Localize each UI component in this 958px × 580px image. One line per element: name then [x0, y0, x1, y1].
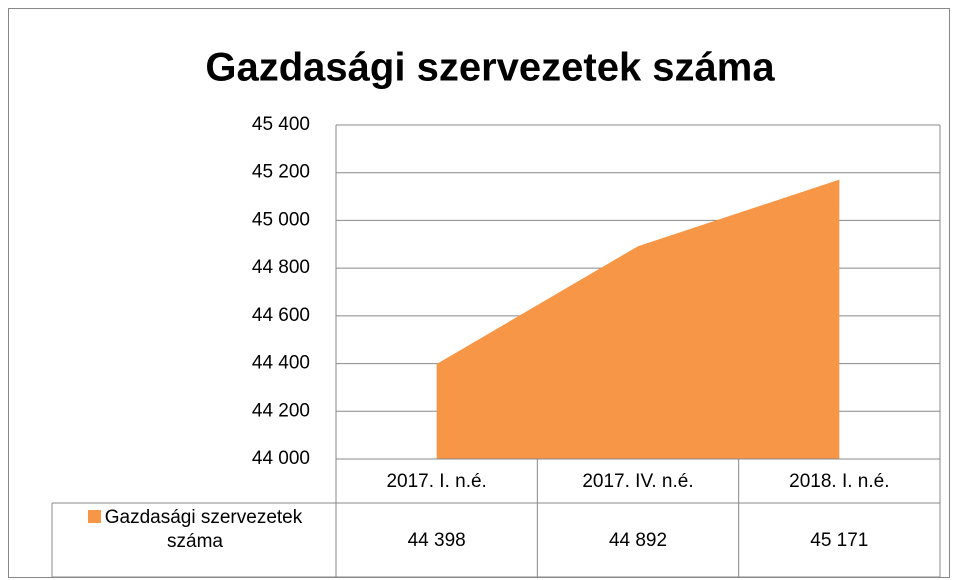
table-value: 44 398: [408, 530, 466, 551]
x-tick-label: 2017. IV. n.é.: [582, 471, 693, 492]
y-tick-label: 44 400: [252, 353, 310, 374]
chart-title: Gazdasági szervezetek száma: [205, 46, 775, 90]
y-tick-label: 45 400: [252, 114, 310, 135]
area: [436, 179, 840, 459]
legend-key: [87, 510, 101, 523]
y-tick-label: 44 800: [252, 257, 310, 278]
x-tick-label: 2018. I. n.é.: [789, 471, 889, 492]
table-value: 44 892: [609, 530, 667, 551]
y-tick-label: 44 000: [252, 448, 310, 469]
y-tick-label: 44 600: [252, 305, 310, 326]
y-tick-label: 45 000: [252, 209, 310, 230]
legend-entry: Gazdasági szervezetek száma: [66, 506, 324, 554]
legend-label: Gazdasági szervezetek száma: [104, 507, 303, 552]
y-tick-label: 45 200: [252, 162, 310, 183]
table-value: 45 171: [810, 530, 868, 551]
x-tick-label: 2017. I. n.é.: [386, 471, 486, 492]
y-tick-label: 44 200: [252, 400, 310, 421]
